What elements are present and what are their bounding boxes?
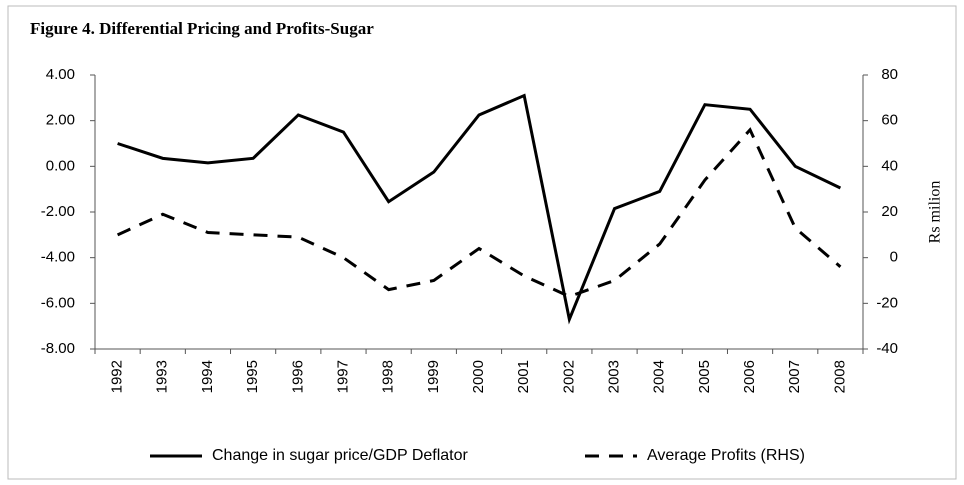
y2-tick-label: -40 — [876, 340, 898, 357]
x-tick-label: 1993 — [154, 360, 171, 393]
x-tick-label: 2003 — [605, 360, 622, 393]
x-tick-label: 2004 — [651, 360, 668, 393]
x-tick-label: 2000 — [470, 360, 487, 393]
x-tick-label: 2005 — [696, 360, 713, 393]
y-tick-label: -2.00 — [41, 203, 75, 220]
y-tick-label: 0.00 — [46, 157, 75, 174]
chart-frame — [7, 5, 957, 480]
chart-title: Figure 4. Differential Pricing and Profi… — [30, 19, 374, 38]
x-tick-label: 2008 — [831, 360, 848, 393]
y-tick-label: -4.00 — [41, 249, 75, 266]
x-tick-label: 2006 — [741, 360, 758, 393]
y2-tick-label: 20 — [881, 203, 898, 220]
x-tick-label: 2007 — [786, 360, 803, 393]
x-tick-label: 2001 — [515, 360, 532, 393]
x-tick-label: 1999 — [425, 360, 442, 393]
y-tick-label: -6.00 — [41, 294, 75, 311]
legend-label: Average Profits (RHS) — [647, 447, 805, 464]
y2-tick-label: 0 — [890, 249, 898, 266]
x-tick-label: 1994 — [199, 360, 216, 393]
y2-tick-label: 80 — [881, 66, 898, 83]
y2-tick-label: 40 — [881, 157, 898, 174]
y2-axis-label: Rs milion — [927, 181, 944, 244]
legend-label: Change in sugar price/GDP Deflator — [212, 447, 469, 464]
y-tick-label: 2.00 — [46, 112, 75, 129]
y-tick-label: -8.00 — [41, 340, 75, 357]
x-tick-label: 1997 — [334, 360, 351, 393]
x-tick-label: 2002 — [560, 360, 577, 393]
series-line — [116, 127, 842, 299]
x-tick-label: 1995 — [244, 360, 261, 393]
x-tick-label: 1992 — [109, 360, 126, 393]
y-tick-label: 4.00 — [46, 66, 75, 83]
x-tick-label: 1996 — [289, 360, 306, 393]
x-tick-label: 1998 — [380, 360, 397, 393]
y2-tick-label: -20 — [876, 294, 898, 311]
y2-tick-label: 60 — [881, 112, 898, 129]
series-line — [117, 93, 842, 325]
